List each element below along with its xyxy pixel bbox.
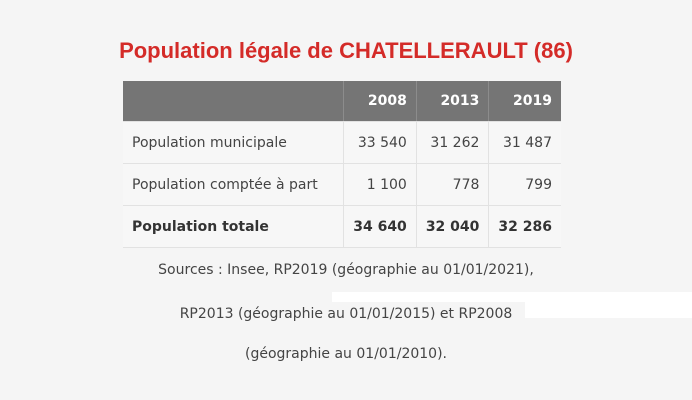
table-row: Population municipale 33 540 31 262 31 4… [123, 121, 561, 164]
sources-line-1: Sources : Insee, RP2019 (géographie au 0… [158, 262, 534, 278]
table-header-2013: 2013 [416, 81, 490, 122]
cell-value: 778 [416, 163, 490, 206]
table-row: Population comptée à part 1 100 778 799 [123, 163, 561, 206]
cell-value: 33 540 [343, 121, 417, 164]
cell-value: 32 286 [488, 205, 561, 248]
cell-value: 34 640 [343, 205, 417, 248]
cell-value: 799 [488, 163, 561, 206]
table-header-row: 2008 2013 2019 [123, 81, 561, 122]
table-header-empty [123, 81, 345, 122]
table-header-2008: 2008 [343, 81, 417, 122]
cell-value: 31 262 [416, 121, 490, 164]
row-label: Population municipale [123, 121, 345, 164]
page-title: Population légale de CHATELLERAULT (86) [119, 38, 573, 63]
cell-value: 1 100 [343, 163, 417, 206]
white-overlay-band [332, 292, 692, 302]
table-row-total: Population totale 34 640 32 040 32 286 [123, 205, 561, 248]
row-label: Population totale [123, 205, 345, 248]
cell-value: 31 487 [488, 121, 561, 164]
population-table: 2008 2013 2019 Population municipale 33 … [123, 81, 561, 248]
white-overlay-block [525, 300, 692, 318]
sources-line-3: (géographie au 01/01/2010). [245, 346, 447, 362]
cell-value: 32 040 [416, 205, 490, 248]
row-label: Population comptée à part [123, 163, 345, 206]
table-header-2019: 2019 [488, 81, 561, 122]
sources-line-2: RP2013 (géographie au 01/01/2015) et RP2… [179, 306, 513, 322]
